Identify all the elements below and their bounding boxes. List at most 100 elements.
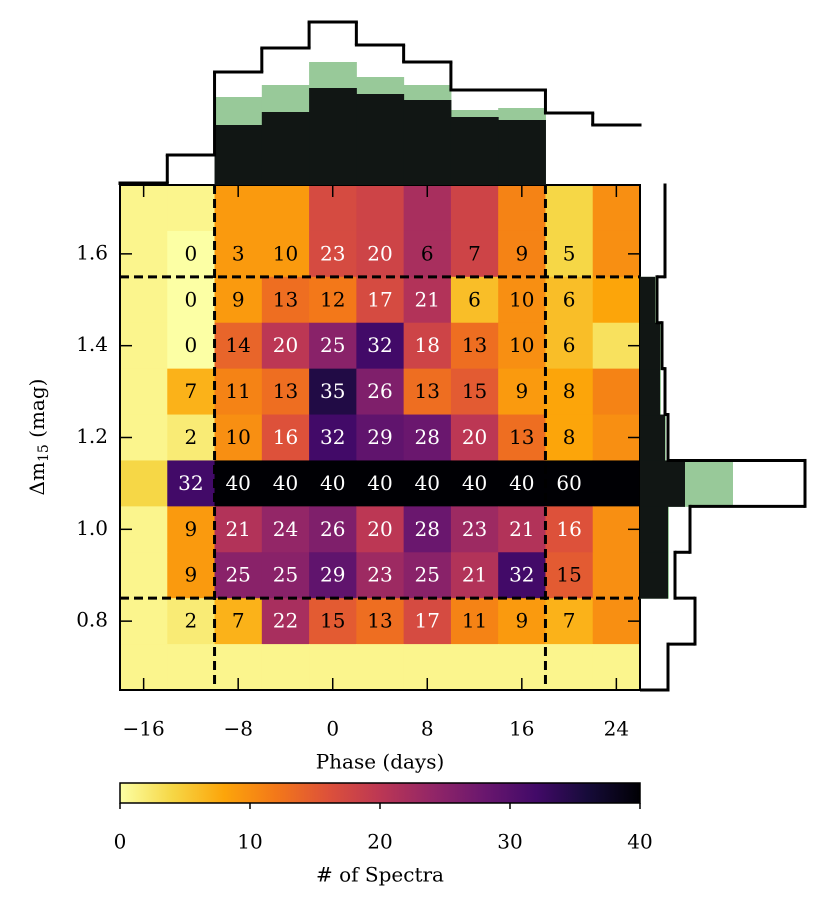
heatmap-cell xyxy=(214,552,263,599)
heatmap-cell xyxy=(545,598,594,645)
colorbar-label: # of Spectra xyxy=(316,863,444,887)
cell-annotation: 12 xyxy=(320,287,345,311)
heatmap-cell xyxy=(592,276,641,324)
heatmap-cell xyxy=(261,185,310,232)
cell-annotation: 3 xyxy=(232,241,245,265)
y-tick-label: 1.2 xyxy=(76,424,108,448)
colorbar-tick-label: 10 xyxy=(237,830,262,854)
cell-annotation: 13 xyxy=(273,379,298,403)
heatmap-cell xyxy=(167,552,216,599)
y-tick-label: 1.6 xyxy=(76,240,108,264)
heatmap-cell xyxy=(167,322,216,370)
heatmap-cell xyxy=(214,598,263,645)
heatmap-cell xyxy=(167,460,216,507)
heatmap-cell xyxy=(261,460,310,507)
top-hist-bar xyxy=(309,88,357,185)
heatmap-cell xyxy=(545,185,594,232)
x-tick-label: 0 xyxy=(326,717,339,741)
heatmap-cell xyxy=(356,230,405,278)
heatmap-cell xyxy=(356,368,405,416)
cell-annotation: 10 xyxy=(509,333,534,357)
cell-annotation: 25 xyxy=(273,563,298,587)
cell-annotation: 21 xyxy=(225,517,250,541)
colorbar-tick-label: 30 xyxy=(497,830,522,854)
heatmap-cell xyxy=(450,322,499,370)
cell-annotation: 23 xyxy=(320,241,345,265)
cell-annotation: 14 xyxy=(225,333,250,357)
cell-annotation: 21 xyxy=(509,517,534,541)
heatmap-cell xyxy=(120,276,168,324)
cell-annotation: 11 xyxy=(462,609,487,633)
heatmap-cell xyxy=(167,598,216,645)
heatmap-cell xyxy=(309,368,357,416)
cell-annotation: 20 xyxy=(367,241,392,265)
heatmap-cell xyxy=(261,230,310,278)
cell-annotation: 20 xyxy=(367,517,392,541)
heatmap-cell xyxy=(261,414,310,461)
cell-annotation: 40 xyxy=(225,471,250,495)
cell-annotation: 21 xyxy=(415,287,440,311)
heatmap-cell xyxy=(450,414,499,461)
heatmap-cell xyxy=(403,230,452,278)
cell-annotation: 13 xyxy=(415,379,440,403)
cell-annotation: 28 xyxy=(415,517,440,541)
cell-annotation: 28 xyxy=(415,425,440,449)
heatmap-cell xyxy=(450,552,499,599)
x-tick-label: 16 xyxy=(509,717,534,741)
cell-annotation: 5 xyxy=(563,241,576,265)
heatmap-cell xyxy=(309,414,357,461)
cell-annotation: 6 xyxy=(563,333,576,357)
heatmap-cell xyxy=(403,276,452,324)
cell-annotation: 7 xyxy=(468,241,481,265)
heatmap-cell xyxy=(403,414,452,461)
cell-annotation: 6 xyxy=(468,287,481,311)
cell-annotation: 9 xyxy=(515,379,528,403)
x-tick-label: 24 xyxy=(604,717,629,741)
heatmap-cell xyxy=(498,368,546,416)
cell-annotation: 15 xyxy=(556,563,581,587)
heatmap-cell xyxy=(450,230,499,278)
right-hist-bar xyxy=(640,414,665,461)
right-hist-bar xyxy=(640,276,655,324)
cell-annotation: 10 xyxy=(509,287,534,311)
heatmap-cell xyxy=(545,276,594,324)
heatmap-cell xyxy=(356,414,405,461)
cell-annotation: 7 xyxy=(185,379,198,403)
cell-annotation: 20 xyxy=(273,333,298,357)
cell-annotation: 6 xyxy=(563,287,576,311)
x-tick-label: 8 xyxy=(421,717,434,741)
cell-annotation: 2 xyxy=(185,425,198,449)
heatmap-cell xyxy=(309,276,357,324)
y-axis-label: Δm15 (mag) xyxy=(25,379,53,496)
right-hist-bar xyxy=(640,322,660,370)
cell-annotation: 9 xyxy=(515,241,528,265)
heatmap-cell xyxy=(167,506,216,553)
cell-annotation: 17 xyxy=(367,287,392,311)
heatmap-cell xyxy=(214,506,263,553)
cell-annotation: 13 xyxy=(462,333,487,357)
cell-annotation: 26 xyxy=(367,379,392,403)
y-label-main: Δm xyxy=(25,462,49,495)
top-hist-bar xyxy=(261,112,310,185)
heatmap-cell xyxy=(403,506,452,553)
heatmap-cell xyxy=(214,322,263,370)
heatmap-cell xyxy=(309,322,357,370)
heatmap-cell xyxy=(214,230,263,278)
heatmap-cell xyxy=(592,552,641,599)
heatmap-cell xyxy=(261,322,310,370)
heatmap-cell xyxy=(356,506,405,553)
cell-annotation: 8 xyxy=(563,425,576,449)
cell-annotation: 0 xyxy=(185,287,198,311)
cell-annotation: 32 xyxy=(320,425,345,449)
heatmap-cell xyxy=(356,598,405,645)
cell-annotation: 9 xyxy=(185,563,198,587)
heatmap-cell xyxy=(356,322,405,370)
heatmap-cell xyxy=(120,460,168,507)
heatmap-cell xyxy=(403,322,452,370)
heatmap-cell xyxy=(167,414,216,461)
right-hist-bar xyxy=(640,552,668,599)
heatmap-cell xyxy=(498,460,546,507)
cell-annotation: 35 xyxy=(320,379,345,403)
colorbar xyxy=(119,782,641,804)
